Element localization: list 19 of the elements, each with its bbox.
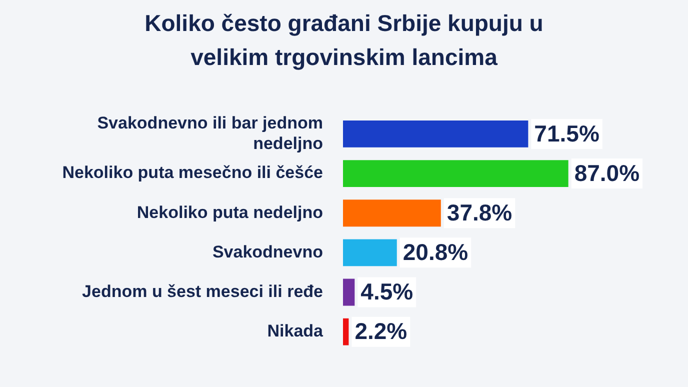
data-label: 37.8%	[446, 199, 512, 226]
y-tick-label: Svakodnevno	[212, 242, 323, 262]
data-label: 2.2%	[354, 318, 408, 344]
bar	[343, 318, 349, 346]
y-tick-label: Nekoliko puta nedeljno	[136, 202, 323, 222]
bar	[343, 278, 355, 306]
y-tick-label: Jednom u šest meseci ili ređe	[82, 282, 323, 301]
chart-title: Koliko često građani Srbije kupuju u velikim trgovinskim lancima	[144, 9, 544, 72]
y-tick-label: Nikada	[267, 322, 324, 341]
y-tick-label: Nekoliko puta mesečno ili češće	[62, 163, 323, 182]
bar	[343, 120, 528, 148]
y-tick-label: Svakodnevno ili bar jednom nedeljno	[97, 113, 323, 153]
bar	[343, 200, 441, 227]
data-label: 4.5%	[360, 278, 414, 305]
data-label: 71.5%	[534, 120, 600, 146]
data-label: 87.0%	[574, 160, 640, 186]
bar	[343, 239, 397, 266]
data-label: 20.8%	[402, 239, 468, 266]
bar	[343, 160, 568, 188]
